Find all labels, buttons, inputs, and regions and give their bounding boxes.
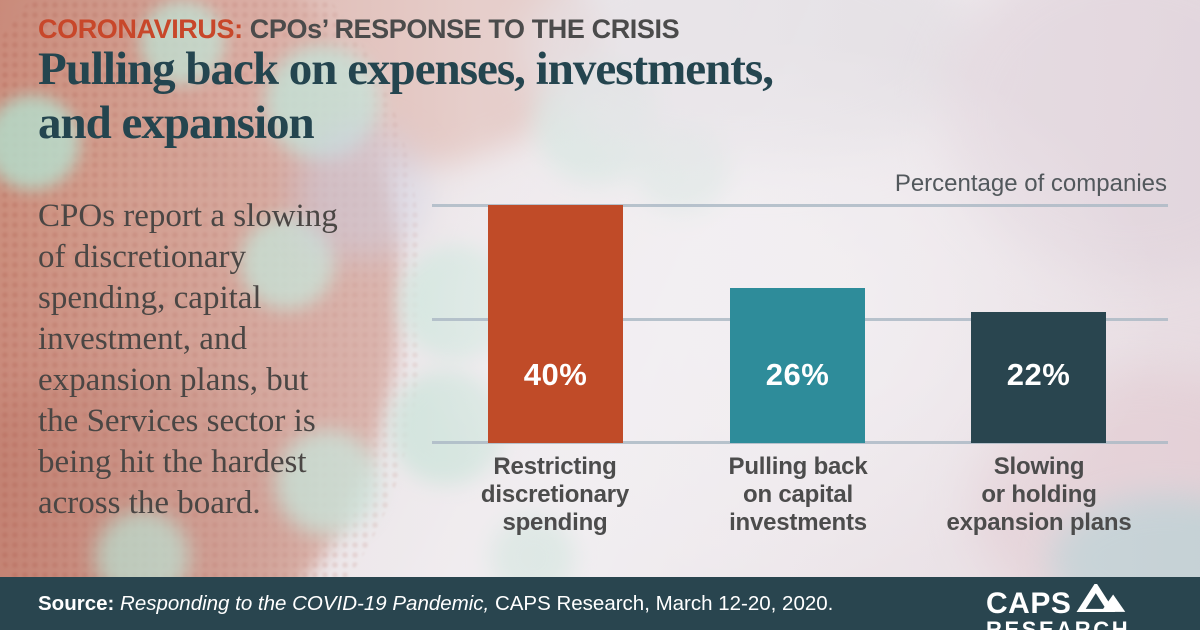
bar-value-label: 26%: [765, 357, 830, 392]
category-label-1: Restricting discretionary spending: [480, 453, 630, 536]
source-citation: Source: Responding to the COVID-19 Pande…: [38, 577, 833, 630]
bar-value-label: 22%: [1006, 357, 1071, 392]
kicker: CORONAVIRUS: CPOs’ RESPONSE TO THE CRISI…: [38, 14, 680, 45]
footer-bar: Source: Responding to the COVID-19 Pande…: [0, 577, 1200, 630]
category-label-3: Slowing or holding expansion plans: [946, 453, 1132, 536]
category-label-2: Pulling back on capital investments: [728, 453, 868, 536]
gridline-40: [432, 204, 1168, 207]
intro-paragraph: CPOs report a slowing of discretionary s…: [38, 198, 338, 521]
bar-value-label: 40%: [523, 357, 588, 392]
mountain-peaks-icon: [1075, 581, 1127, 617]
source-label: Source:: [38, 592, 121, 615]
page-title: Pulling back on expenses, investments, a…: [38, 43, 774, 149]
bar-slowing-expansion-plans: 22%: [971, 312, 1106, 443]
logo-caps-text: CAPS: [986, 587, 1072, 620]
source-rest: CAPS Research, March 12-20, 2020.: [494, 592, 834, 615]
bar-restricting-discretionary-spending: 40%: [488, 205, 623, 443]
axis-note: Percentage of companies: [894, 170, 1167, 197]
caps-research-logo: CAPS RESEARCH: [986, 581, 1156, 630]
kicker-rest: CPOs’ RESPONSE TO THE CRISIS: [242, 14, 680, 44]
source-title: Responding to the COVID-19 Pandemic,: [120, 592, 495, 615]
kicker-highlight: CORONAVIRUS:: [38, 14, 243, 44]
logo-research-text: RESEARCH: [986, 617, 1131, 630]
bar-pulling-back-capital-investments: 26%: [730, 288, 865, 443]
